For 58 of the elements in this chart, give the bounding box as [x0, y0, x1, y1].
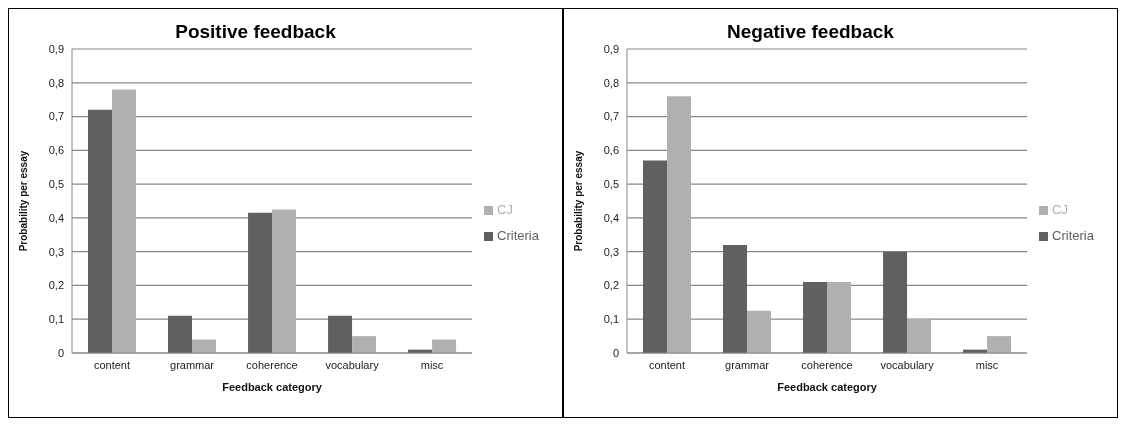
y-tick-label: 0,9 — [603, 42, 619, 55]
x-axis-title: Feedback category — [777, 381, 878, 393]
x-tick-label: vocabulary — [325, 358, 380, 371]
y-tick-label: 0 — [57, 346, 64, 359]
x-axis-title: Feedback category — [222, 381, 323, 393]
y-axis-title: Probability per essay — [17, 150, 29, 252]
y-tick-label: 0,2 — [603, 279, 619, 292]
y-tick-label: 0,7 — [48, 110, 64, 123]
legend-label: Criteria — [497, 228, 539, 243]
bar — [827, 282, 852, 353]
chart-title: Negative feedback — [726, 21, 895, 43]
y-tick-label: 0,1 — [603, 313, 619, 326]
legend-label: Criteria — [1052, 228, 1094, 243]
y-tick-label: 0,8 — [48, 76, 64, 89]
bar — [328, 315, 353, 353]
bar — [907, 319, 932, 353]
x-tick-label: vocabulary — [880, 358, 935, 371]
y-tick-label: 0,6 — [603, 144, 619, 157]
legend-label: CJ — [497, 202, 513, 217]
y-tick-label: 0,1 — [48, 313, 64, 326]
bar — [352, 336, 377, 353]
bar — [192, 339, 217, 353]
x-tick-label: content — [648, 358, 686, 371]
y-tick-label: 0,9 — [48, 42, 64, 55]
y-tick-label: 0,5 — [48, 178, 64, 191]
y-tick-label: 0,6 — [48, 144, 64, 157]
x-tick-label: grammar — [170, 358, 215, 371]
x-tick-label: content — [93, 358, 131, 371]
bar — [803, 282, 828, 353]
bar — [747, 310, 772, 353]
y-tick-label: 0 — [612, 346, 619, 359]
bar — [248, 212, 273, 353]
x-tick-label: misc — [420, 358, 444, 371]
x-tick-label: coherence — [801, 358, 853, 371]
y-tick-label: 0,2 — [48, 279, 64, 292]
y-tick-label: 0,5 — [603, 178, 619, 191]
y-tick-label: 0,7 — [603, 110, 619, 123]
x-tick-label: grammar — [725, 358, 770, 371]
bar — [432, 339, 457, 353]
bar — [643, 160, 667, 353]
y-axis-title: Probability per essay — [572, 150, 584, 252]
bar — [272, 209, 297, 353]
bar — [88, 109, 112, 353]
y-tick-label: 0,8 — [603, 76, 619, 89]
legend-label: CJ — [1052, 202, 1068, 217]
bar — [168, 315, 193, 353]
x-tick-label: misc — [975, 358, 999, 371]
x-tick-label: coherence — [246, 358, 298, 371]
y-tick-label: 0,4 — [48, 211, 64, 224]
chart-title: Positive feedback — [174, 21, 337, 43]
bar — [883, 251, 908, 353]
bar — [112, 89, 136, 353]
bar — [667, 96, 691, 353]
y-tick-label: 0,3 — [603, 245, 619, 258]
y-tick-label: 0,4 — [603, 211, 619, 224]
bar — [987, 336, 1012, 353]
bar — [723, 244, 748, 353]
y-tick-label: 0,3 — [48, 245, 64, 258]
